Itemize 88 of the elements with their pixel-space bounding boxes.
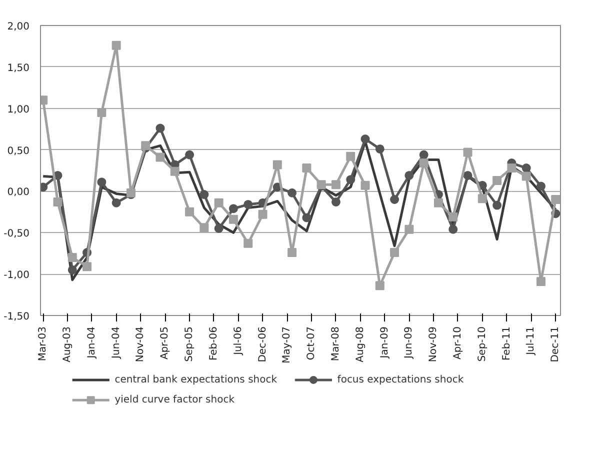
- x-tick-label: Feb-06: [208, 326, 220, 361]
- x-tick-label: Jun-04: [110, 326, 122, 360]
- point: [156, 152, 165, 162]
- x-tick-label: Nov-04: [135, 326, 146, 362]
- point: [302, 213, 312, 222]
- point: [346, 152, 356, 161]
- point: [404, 170, 414, 180]
- point: [170, 166, 180, 176]
- point: [156, 124, 165, 133]
- point: [463, 170, 472, 180]
- x-tick-label: Jan-04: [86, 326, 98, 360]
- x-tick-label: Dec-11: [550, 326, 562, 362]
- point: [228, 204, 238, 214]
- point: [97, 178, 106, 187]
- point: [331, 180, 340, 190]
- x-tick-label: Sep-10: [476, 326, 488, 362]
- x-tick-label: Aug-03: [62, 326, 74, 362]
- x-tick-label: Jan-09: [379, 326, 390, 360]
- point: [258, 210, 268, 219]
- x-tick-label: Nov-09: [428, 326, 440, 362]
- y-tick-label: 1,50: [7, 62, 30, 74]
- point: [214, 224, 224, 233]
- point: [419, 150, 428, 160]
- legend-label: focus expectations shock: [337, 374, 464, 386]
- point: [390, 248, 400, 258]
- point: [288, 188, 297, 198]
- point: [448, 212, 458, 222]
- point: [360, 180, 370, 190]
- legend-label: yield curve factor shock: [114, 394, 235, 406]
- x-tick-label: Sep-05: [184, 326, 196, 362]
- point: [375, 144, 384, 154]
- y-tick-label: 0,00: [7, 187, 30, 198]
- point: [331, 197, 340, 206]
- x-tick-label: Feb-11: [501, 326, 512, 361]
- point: [68, 265, 77, 274]
- x-tick-label: Mar-08: [330, 326, 342, 362]
- x-tick-label: Jul-06: [232, 326, 244, 356]
- point: [112, 40, 121, 50]
- point: [375, 281, 384, 290]
- point: [434, 198, 443, 208]
- x-tick-label: Apr-10: [452, 326, 464, 360]
- point: [522, 164, 531, 173]
- point: [448, 224, 458, 234]
- x-tick-label: Aug-08: [354, 326, 366, 362]
- x-tick-label: Oct-07: [306, 326, 318, 360]
- point: [551, 195, 560, 204]
- legend-label: central bank expectations shock: [114, 374, 278, 386]
- x-tick-label: Apr-05: [160, 326, 171, 360]
- point: [200, 223, 209, 232]
- point: [360, 134, 370, 144]
- point: [288, 248, 297, 258]
- point: [185, 207, 194, 216]
- point: [536, 277, 546, 286]
- point: [214, 198, 224, 208]
- point: [228, 214, 238, 224]
- point: [53, 197, 62, 206]
- point: [463, 148, 472, 157]
- point: [492, 200, 502, 210]
- y-tick-label: 1,00: [7, 104, 30, 116]
- point: [244, 238, 253, 248]
- x-tick-label: Jul-11: [526, 326, 537, 356]
- point: [68, 253, 77, 262]
- x-tick-label: May-07: [282, 326, 293, 364]
- point: [522, 172, 531, 181]
- point: [185, 150, 194, 160]
- point: [112, 198, 121, 208]
- point: [244, 200, 253, 209]
- point: [419, 158, 428, 168]
- y-tick-label: 2,00: [7, 22, 30, 32]
- x-tick-label: Dec-06: [257, 326, 268, 362]
- x-tick-label: Jun-09: [404, 326, 415, 360]
- point: [82, 262, 92, 272]
- y-tick-label: 0,50: [7, 146, 30, 157]
- point: [272, 160, 282, 170]
- point: [302, 164, 312, 173]
- y-tick-label: -1,50: [4, 312, 30, 322]
- point: [390, 195, 400, 204]
- point: [346, 175, 356, 184]
- x-tick-label: Mar-03: [38, 326, 49, 362]
- y-tick-label: -1,00: [4, 270, 30, 282]
- point: [536, 182, 546, 191]
- point: [404, 224, 414, 234]
- point: [478, 194, 487, 204]
- point: [200, 190, 209, 200]
- point: [492, 176, 502, 185]
- y-tick-label: -0,50: [4, 228, 30, 240]
- point: [507, 164, 516, 173]
- point: [97, 108, 106, 117]
